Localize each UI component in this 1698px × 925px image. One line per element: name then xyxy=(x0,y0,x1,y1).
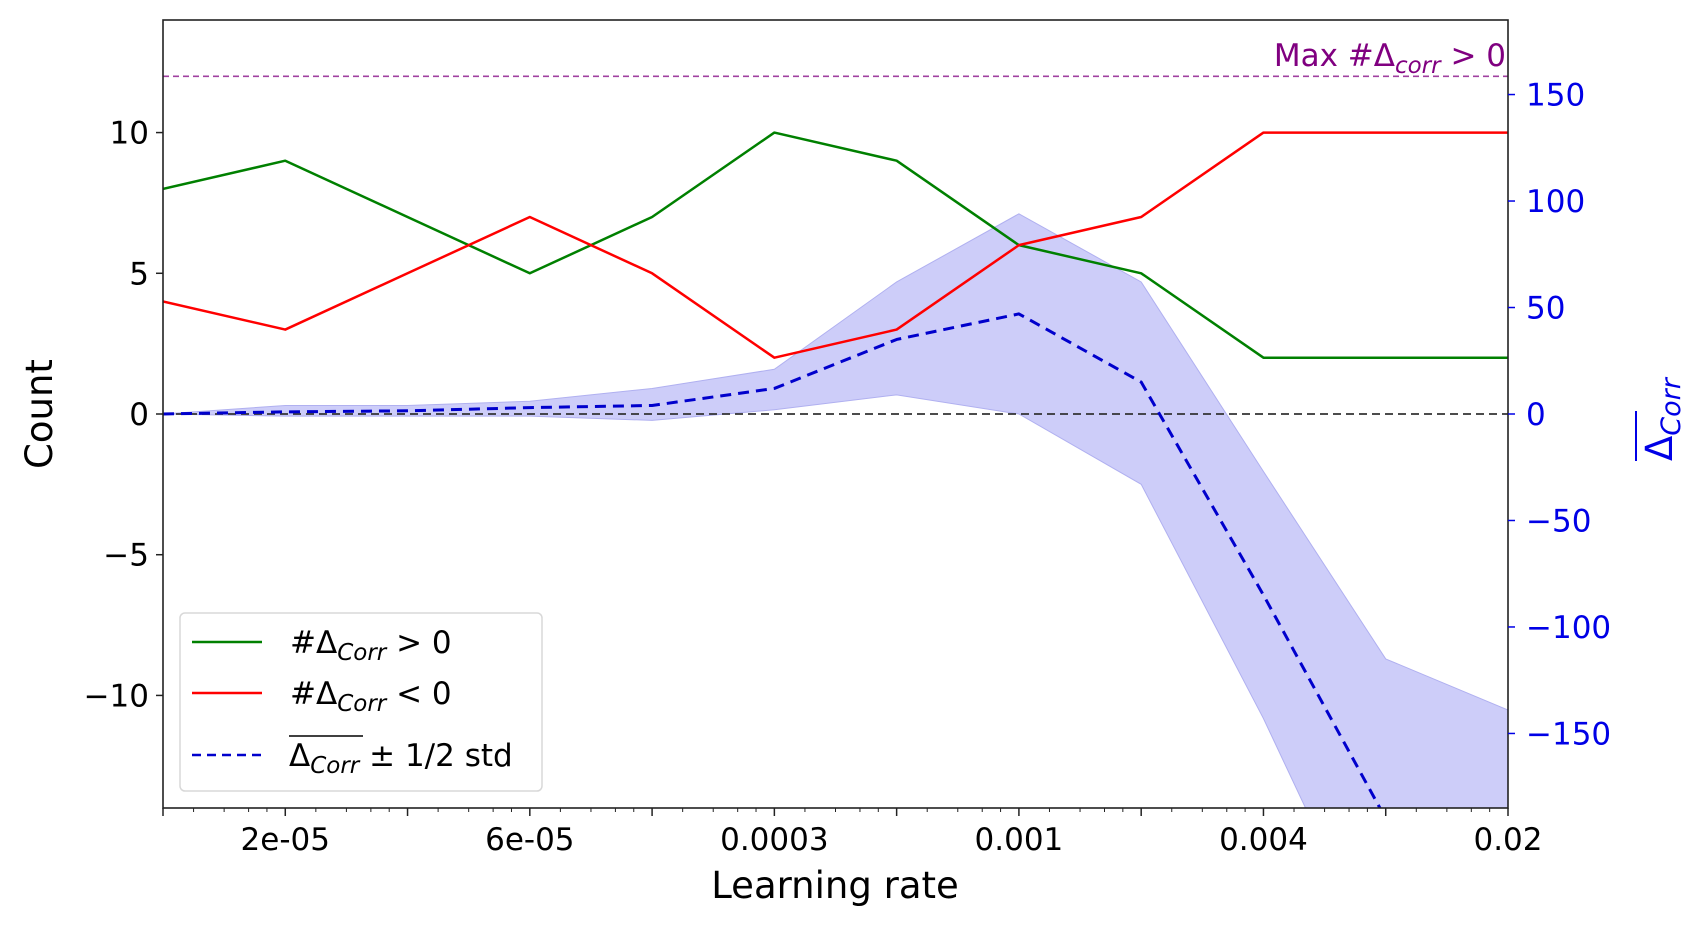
series-line-0 xyxy=(163,131,1508,359)
y-tick-label-right: −100 xyxy=(1526,610,1611,646)
legend: #ΔCorr > 0 #ΔCorr < 0 ΔCorr ± 1/2 std xyxy=(179,612,543,792)
series-line-2 xyxy=(163,312,1382,808)
x-tick-label: 0.0003 xyxy=(720,822,828,858)
x-axis-label: Learning rate xyxy=(711,864,959,907)
legend-label-positive: #ΔCorr > 0 xyxy=(290,625,452,666)
y-tick-label-left: −10 xyxy=(84,678,149,714)
y-tick-label-right: 150 xyxy=(1526,78,1585,114)
legend-label-mean: ΔCorr ± 1/2 std xyxy=(289,738,513,779)
max-line-annotation: Max #Δcorr > 0 xyxy=(1274,38,1506,79)
series-line-1 xyxy=(163,131,1508,359)
y-tick-label-right: 100 xyxy=(1526,184,1585,220)
x-tick-label: 0.004 xyxy=(1219,822,1308,858)
svg-text:ΔCorr: ΔCorr xyxy=(1638,376,1687,461)
x-tick-label: 6e-05 xyxy=(485,822,574,858)
y-tick-label-left: 10 xyxy=(110,116,149,152)
y-tick-label-left: 5 xyxy=(129,256,149,292)
y-tick-label-right: 0 xyxy=(1526,397,1546,433)
x-tick-label: 0.001 xyxy=(975,822,1064,858)
legend-box xyxy=(179,612,543,792)
legend-label-negative: #ΔCorr < 0 xyxy=(290,676,452,717)
y-axis-label-right: ΔCorr xyxy=(1635,376,1687,461)
y-axis-label-left: Count xyxy=(18,359,61,469)
x-tick-label: 2e-05 xyxy=(241,822,330,858)
y-tick-label-right: 50 xyxy=(1526,291,1565,327)
x-tick-label: 0.02 xyxy=(1473,822,1542,858)
std-band xyxy=(163,213,1508,808)
y-tick-label-left: 0 xyxy=(129,397,149,433)
y-tick-label-right: −150 xyxy=(1526,716,1611,752)
y-tick-label-right: −50 xyxy=(1526,503,1591,539)
y-tick-label-left: −5 xyxy=(103,538,149,574)
